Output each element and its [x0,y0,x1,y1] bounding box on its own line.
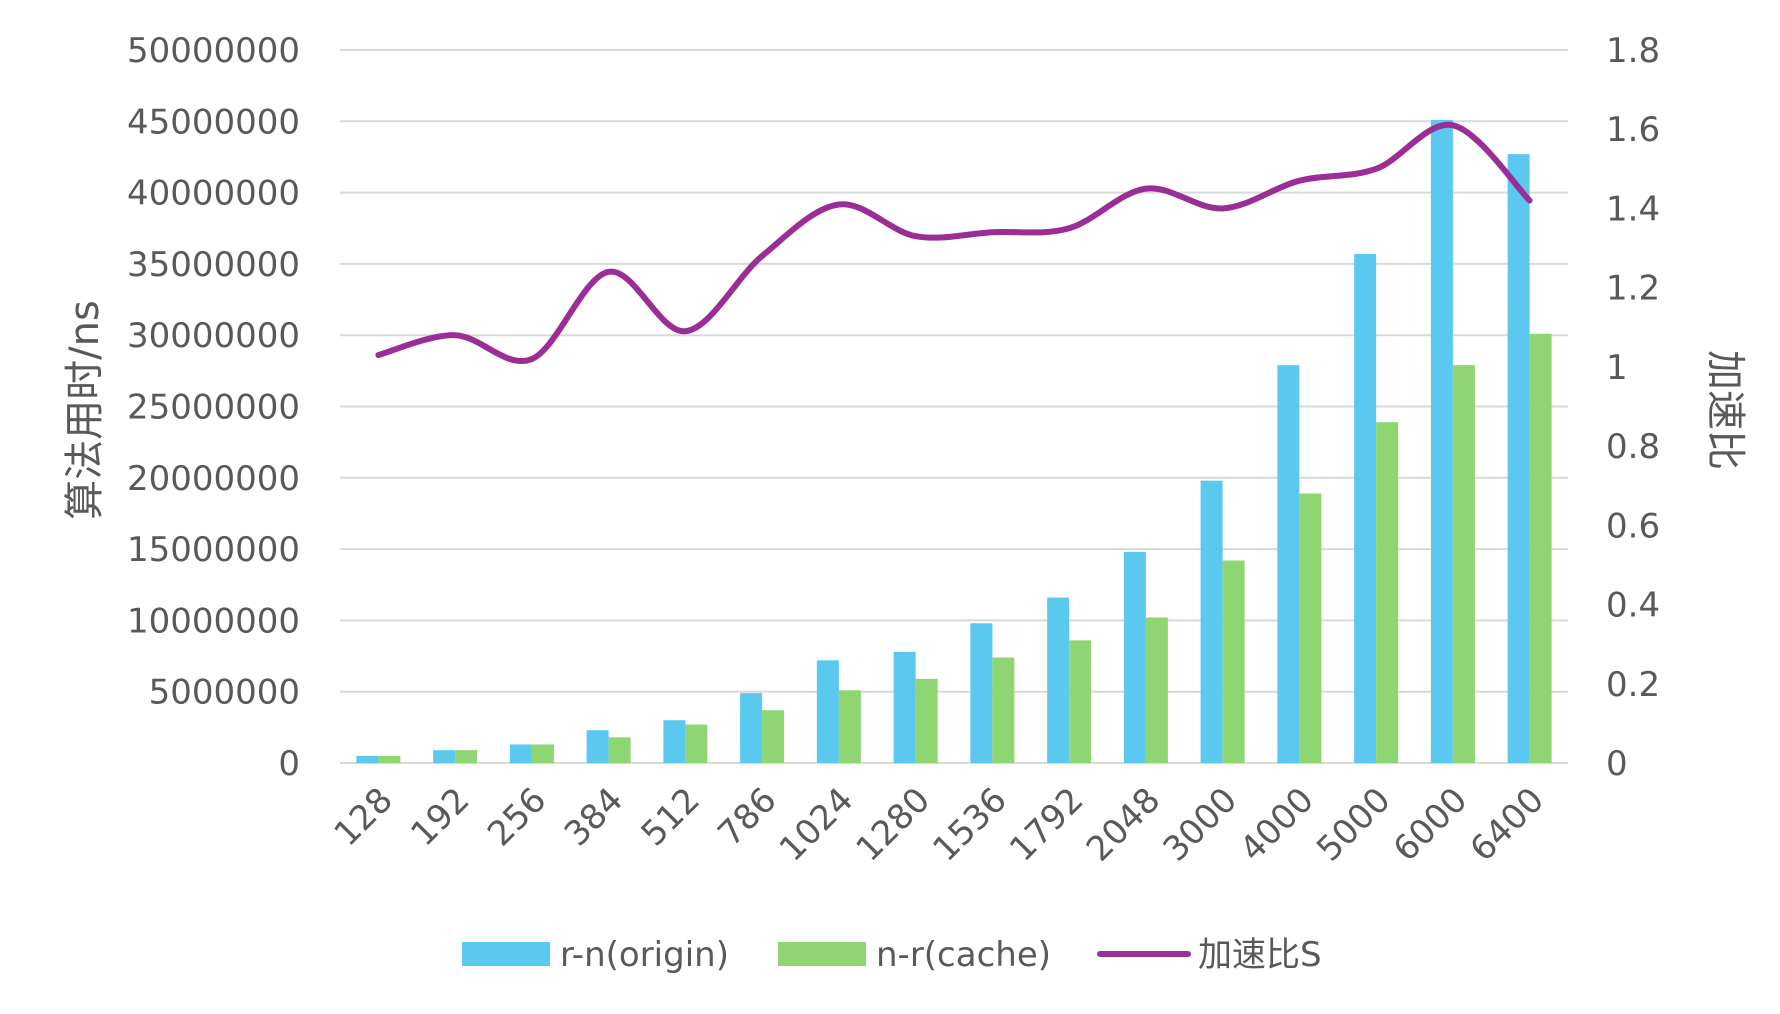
bar-cache [608,737,631,763]
y-tick-label: 45000000 [127,102,300,142]
bar-origin [433,750,456,763]
y-tick-label: 15000000 [127,530,300,570]
x-tick-label: 6400 [1463,780,1552,869]
y2-tick-label: 0.8 [1606,427,1660,467]
speedup-line [375,121,1533,364]
y2-tick-label: 0.6 [1606,506,1660,546]
bar-origin [970,623,993,763]
y2-tick-label: 0.4 [1606,586,1660,626]
x-tick-label: 128 [327,780,401,854]
bars [356,119,1552,763]
y2-tick-label: 1 [1606,348,1628,388]
x-tick-label: 2048 [1079,780,1168,869]
bar-cache [1069,640,1092,763]
bar-cache [531,744,554,763]
y-tick-label: 35000000 [127,245,300,285]
right-axis-ticks: 0 0.2 0.4 0.6 0.8 1 1.2 1.4 1.6 1.8 [1606,31,1660,784]
bar-cache [915,678,938,763]
bar-origin [1123,551,1146,763]
y-tick-label: 0 [278,744,300,784]
bar-origin [816,660,839,763]
bar-cache [378,755,401,763]
x-tick-label: 256 [480,780,554,854]
bar-cache [992,657,1015,763]
bar-origin [1200,480,1223,763]
bar-origin [1277,365,1300,763]
y2-tick-label: 1.6 [1606,110,1660,150]
bar-cache [1452,365,1475,763]
bar-cache [1222,560,1245,763]
y-tick-label: 20000000 [127,459,300,499]
bar-origin [663,720,686,763]
x-tick-label: 384 [557,780,631,854]
bar-origin [740,693,763,763]
bar-origin [1507,154,1530,763]
bar-cache [1145,617,1168,763]
bar-origin [586,730,609,763]
y2-tick-label: 1.2 [1606,269,1660,309]
y-tick-label: 5000000 [149,673,300,713]
x-tick-label: 4000 [1232,780,1321,869]
bar-origin [893,651,916,763]
bar-cache [838,690,861,763]
bar-origin [509,744,532,763]
bar-cache [685,724,708,763]
y-tick-label: 10000000 [127,601,300,641]
bar-cache [1529,333,1552,763]
legend-label-cache: n-r(cache) [876,935,1051,975]
x-tick-label: 1536 [925,780,1014,869]
y-tick-label: 40000000 [127,174,300,214]
gridlines [340,49,1568,764]
bar-origin [1430,119,1453,763]
y2-tick-label: 1.4 [1606,189,1660,229]
bar-cache [455,750,478,763]
x-tick-label: 5000 [1309,780,1398,869]
bar-cache [1376,422,1399,763]
bar-cache [762,710,785,763]
x-tick-label: 512 [634,780,708,854]
x-axis-ticks: 128 192 256 384 512 7861024128015361792204830… [327,780,1552,869]
x-tick-label: 1024 [772,780,861,869]
y2-tick-label: 0.2 [1606,665,1660,705]
y2-tick-label: 1.8 [1606,31,1660,71]
left-axis-ticks: 0 5000000 10000000 15000000 20000000 25000000… [127,31,300,784]
legend-label-origin: r-n(origin) [560,935,729,975]
bar-origin [1354,253,1377,763]
x-tick-label: 192 [403,780,477,854]
bar-cache [1299,493,1322,763]
x-tick-label: 1792 [1002,780,1091,869]
y-tick-label: 50000000 [127,31,300,71]
bar-origin [1047,597,1070,763]
bar-origin [356,755,379,763]
y-tick-label: 30000000 [127,316,300,356]
legend-swatch-cache [778,942,866,966]
y-axis-title: 算法用时/ns [62,300,108,520]
speedup-line-path [375,121,1533,364]
legend-swatch-origin [462,942,550,966]
legend: r-n(origin) n-r(cache) 加速比S [462,935,1322,975]
legend-label-speedup: 加速比S [1198,935,1322,975]
y2-axis-title: 加速比 [1702,350,1748,470]
y-tick-label: 25000000 [127,388,300,428]
y2-tick-label: 0 [1606,744,1628,784]
x-tick-label: 1280 [849,780,938,869]
x-tick-label: 6000 [1386,780,1475,869]
x-tick-label: 3000 [1156,780,1245,869]
